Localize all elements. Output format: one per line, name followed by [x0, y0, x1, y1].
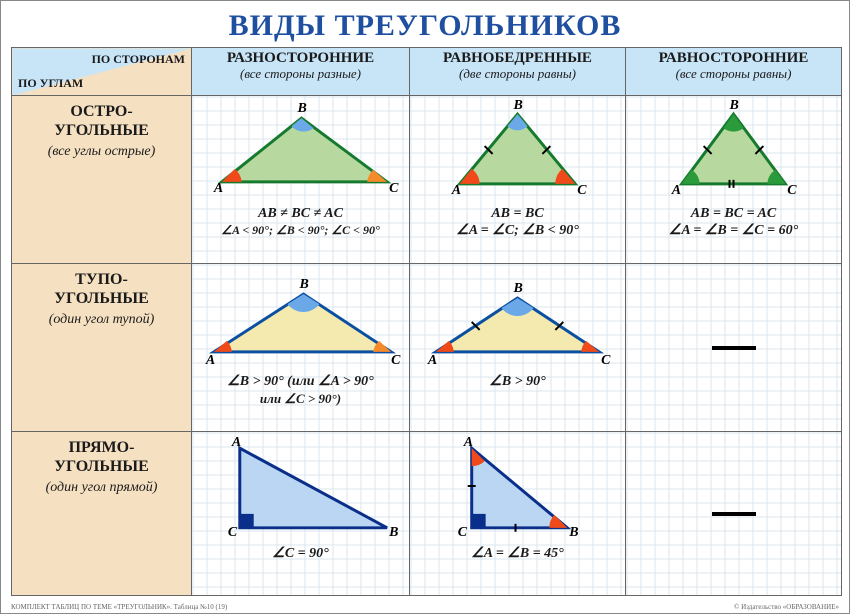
formula: ∠B > 90° — [410, 372, 625, 395]
formula: ∠B > 90° (или ∠A > 90° или ∠C > 90°) — [192, 372, 409, 410]
triangle-diagram: A B C — [410, 432, 625, 544]
corner-bottom: ПО УГЛАМ — [18, 76, 83, 91]
vertex-C: C — [228, 525, 238, 540]
col-head-label: РАВНОБЕДРЕННЫЕ — [443, 50, 592, 66]
triangle-diagram: A B C — [192, 96, 409, 204]
page-title: ВИДЫ ТРЕУГОЛЬНИКОВ — [11, 7, 839, 47]
vertex-A: A — [671, 183, 681, 198]
triangle-diagram: A B C — [410, 96, 625, 204]
cell-right-scalene: A B C ∠C = 90° — [192, 432, 410, 596]
dash-icon — [712, 512, 756, 516]
vertex-A: A — [451, 183, 461, 198]
cell-acute-isosceles: A B C AB = BC ∠A = ∠C; ∠B < 90° — [410, 96, 626, 264]
corner-cell: ПО СТОРОНАМ ПО УГЛАМ — [12, 48, 192, 96]
vertex-A: A — [231, 435, 241, 450]
vertex-B: B — [513, 98, 523, 113]
row-head-label: ТУПО- УГОЛЬНЫЕ — [54, 271, 149, 307]
col-head-label: РАВНОСТОРОННИЕ — [659, 50, 809, 66]
triangle-diagram: A B C — [192, 432, 409, 544]
vertex-C: C — [391, 353, 401, 368]
vertex-B: B — [299, 277, 309, 292]
row-head-sub: (один угол тупой) — [16, 312, 187, 329]
row-head-right: ПРЯМО- УГОЛЬНЫЕ (один угол прямой) — [12, 432, 192, 596]
triangle-diagram: A B C — [410, 264, 625, 372]
cell-right-equilateral-empty — [626, 432, 842, 596]
cell-obtuse-equilateral-empty — [626, 264, 842, 432]
col-head-scalene: РАЗНОСТОРОННИЕ (все стороны разные) — [192, 48, 410, 96]
cell-acute-scalene: A B C AB ≠ BC ≠ AC ∠A < 90°; ∠B < 90°; ∠… — [192, 96, 410, 264]
row-head-label: ОСТРО- УГОЛЬНЫЕ — [54, 103, 149, 139]
col-head-sub: (все стороны равны) — [630, 67, 837, 82]
vertex-C: C — [601, 353, 611, 368]
triangle-table: ПО СТОРОНАМ ПО УГЛАМ РАЗНОСТОРОННИЕ (все… — [11, 47, 842, 596]
col-head-equilateral: РАВНОСТОРОННИЕ (все стороны равны) — [626, 48, 842, 96]
cell-acute-equilateral: A B C AB = BC = AC ∠A = ∠B = ∠C = 60° — [626, 96, 842, 264]
vertex-A: A — [427, 353, 437, 368]
vertex-C: C — [787, 183, 797, 198]
formula: ∠C = 90° — [192, 544, 409, 567]
row-head-label: ПРЯМО- УГОЛЬНЫЕ — [54, 439, 149, 475]
cell-right-isosceles: A B C ∠A = ∠B = 45° — [410, 432, 626, 596]
formula: AB = BC = AC ∠A = ∠B = ∠C = 60° — [626, 204, 841, 244]
vertex-B: B — [513, 281, 523, 296]
triangle-diagram: A B C — [626, 96, 841, 204]
vertex-C: C — [458, 525, 468, 540]
col-head-sub: (две стороны равны) — [414, 67, 621, 82]
vertex-B: B — [568, 525, 578, 540]
footer: КОМПЛЕКТ ТАБЛИЦ ПО ТЕМЕ «ТРЕУГОЛЬНИК». Т… — [11, 603, 839, 611]
dash-icon — [712, 346, 756, 350]
vertex-B: B — [729, 98, 739, 113]
formula: ∠A = ∠B = 45° — [410, 544, 625, 567]
triangle-diagram: A B C — [192, 264, 409, 372]
vertex-A: A — [205, 353, 215, 368]
poster-frame: ВИДЫ ТРЕУГОЛЬНИКОВ ПО СТОРОНАМ ПО УГЛАМ … — [0, 0, 850, 614]
col-head-sub: (все стороны разные) — [196, 67, 405, 82]
formula: AB ≠ BC ≠ AC ∠A < 90°; ∠B < 90°; ∠C < 90… — [192, 204, 409, 241]
corner-top: ПО СТОРОНАМ — [92, 52, 185, 67]
row-head-sub: (один угол прямой) — [16, 480, 187, 497]
footer-right: © Издательство «ОБРАЗОВАНИЕ» — [734, 603, 839, 611]
cell-obtuse-scalene: A B C ∠B > 90° (или ∠A > 90° или ∠C > 90… — [192, 264, 410, 432]
vertex-A: A — [463, 435, 473, 450]
row-head-obtuse: ТУПО- УГОЛЬНЫЕ (один угол тупой) — [12, 264, 192, 432]
vertex-A: A — [213, 181, 223, 196]
vertex-C: C — [577, 183, 587, 198]
cell-obtuse-isosceles: A B C ∠B > 90° — [410, 264, 626, 432]
vertex-C: C — [389, 181, 399, 196]
col-head-label: РАЗНОСТОРОННИЕ — [227, 50, 374, 66]
footer-left: КОМПЛЕКТ ТАБЛИЦ ПО ТЕМЕ «ТРЕУГОЛЬНИК». Т… — [11, 603, 227, 611]
row-head-acute: ОСТРО- УГОЛЬНЫЕ (все углы острые) — [12, 96, 192, 264]
vertex-B: B — [297, 101, 307, 116]
formula: AB = BC ∠A = ∠C; ∠B < 90° — [410, 204, 625, 244]
row-head-sub: (все углы острые) — [16, 144, 187, 161]
vertex-B: B — [388, 525, 398, 540]
col-head-isosceles: РАВНОБЕДРЕННЫЕ (две стороны равны) — [410, 48, 626, 96]
